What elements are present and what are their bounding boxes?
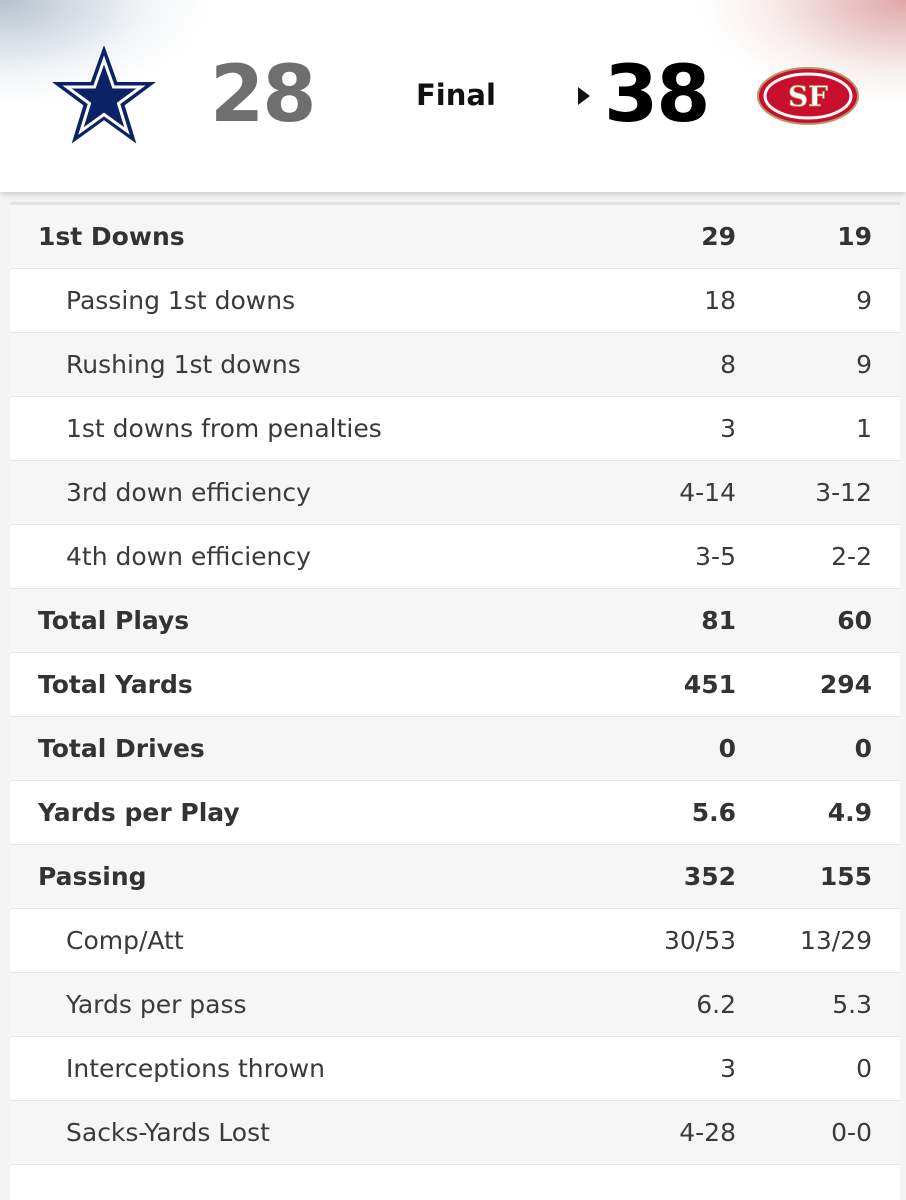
home-logo-text: SF [788, 80, 828, 113]
away-stat-value: 352 [683, 862, 736, 891]
stat-label: Total Plays [38, 606, 190, 635]
stat-label: 1st Downs [38, 222, 185, 251]
stat-label: 3rd down efficiency [66, 478, 311, 507]
stat-row: Interceptions thrown 3 0 [10, 1037, 900, 1101]
away-stat-value: 30/53 [663, 926, 736, 955]
stat-label: 1st downs from penalties [66, 414, 382, 443]
stat-row: Rushing 1st downs 8 9 [10, 333, 900, 397]
stat-label: Total Drives [38, 734, 205, 763]
stat-row: Total Drives 0 0 [10, 717, 900, 781]
scoreboard-header: 28 Final 38 SF [0, 0, 906, 192]
away-score: 28 [210, 50, 317, 140]
winner-arrow-icon [578, 87, 590, 105]
stat-row: Comp/Att 30/53 13/29 [10, 909, 900, 973]
away-stat-value: 4-28 [679, 1118, 736, 1147]
away-stat-value: 8 [720, 350, 736, 379]
stat-row: Passing 1st downs 18 9 [10, 269, 900, 333]
home-stat-value: 0 [854, 734, 872, 763]
stat-row: Passing 352 155 [10, 845, 900, 909]
sf-49ers-oval-icon[interactable]: SF [756, 66, 860, 126]
stat-row: Total Yards 451 294 [10, 653, 900, 717]
stat-label: Interceptions thrown [66, 1054, 325, 1083]
stat-label: Sacks-Yards Lost [66, 1118, 270, 1147]
team-stats-table: 1st Downs 29 19 Passing 1st downs 18 9 Rushing… [10, 202, 900, 1200]
home-score: 38 [604, 50, 711, 140]
stat-row: 3rd down efficiency 4-14 3-12 [10, 461, 900, 525]
away-stat-value: 81 [701, 606, 736, 635]
stat-label: Total Yards [38, 670, 193, 699]
stat-row: Sacks-Yards Lost 4-28 0-0 [10, 1101, 900, 1165]
stat-row: Yards per pass 6.2 5.3 [10, 973, 900, 1037]
home-stat-value: 5.3 [832, 990, 872, 1019]
home-stat-value: 13/29 [799, 926, 872, 955]
stat-label: Comp/Att [66, 926, 184, 955]
stat-label: Yards per Play [38, 798, 240, 827]
home-stat-value: 60 [837, 606, 872, 635]
stat-row: 1st Downs 29 19 [10, 205, 900, 269]
away-stat-value: 3 [720, 414, 736, 443]
home-stat-value: 9 [856, 350, 872, 379]
home-stat-value: 2-2 [831, 542, 872, 571]
stat-label: 4th down efficiency [66, 542, 311, 571]
away-stat-value: 4-14 [679, 478, 736, 507]
home-stat-value: 9 [856, 286, 872, 315]
away-stat-value: 0 [718, 734, 736, 763]
home-stat-value: 19 [837, 222, 872, 251]
stat-row: 1st downs from penalties 3 1 [10, 397, 900, 461]
dallas-cowboys-star-icon[interactable] [52, 46, 156, 146]
home-stat-value: 0-0 [831, 1118, 872, 1147]
stat-row: Yards per Play 5.6 4.9 [10, 781, 900, 845]
stat-label: Passing 1st downs [66, 286, 296, 315]
home-stat-value: 294 [819, 670, 872, 699]
home-stat-value: 1 [856, 414, 872, 443]
home-stat-value: 155 [819, 862, 872, 891]
stat-label: Yards per pass [66, 990, 247, 1019]
away-stat-value: 3 [720, 1054, 736, 1083]
stat-row: 4th down efficiency 3-5 2-2 [10, 525, 900, 589]
away-stat-value: 18 [704, 286, 736, 315]
game-status: Final [416, 78, 496, 112]
stat-row: Total Plays 81 60 [10, 589, 900, 653]
away-stat-value: 29 [701, 222, 736, 251]
away-stat-value: 6.2 [696, 990, 736, 1019]
stat-label: Rushing 1st downs [66, 350, 301, 379]
home-stat-value: 3-12 [815, 478, 872, 507]
away-stat-value: 3-5 [695, 542, 736, 571]
away-stat-value: 451 [683, 670, 736, 699]
away-stat-value: 5.6 [691, 798, 736, 827]
home-stat-value: 4.9 [827, 798, 872, 827]
home-stat-value: 0 [856, 1054, 872, 1083]
stat-label: Passing [38, 862, 147, 891]
